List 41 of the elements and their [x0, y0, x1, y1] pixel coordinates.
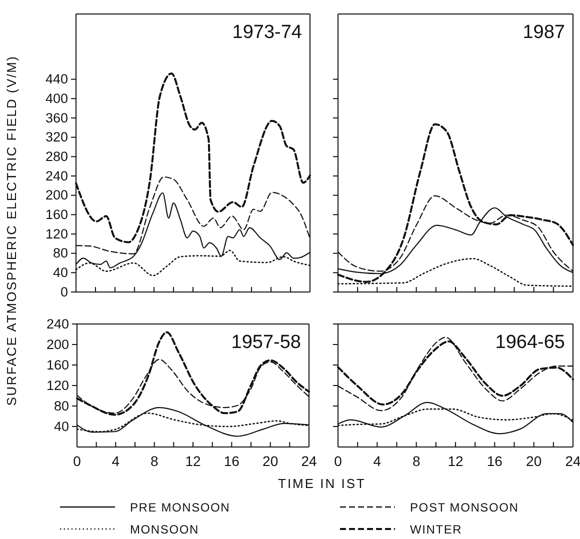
x-tick-label: 4 — [112, 452, 120, 469]
x-tick-label: 12 — [448, 452, 464, 469]
x-tick-label: 20 — [526, 452, 542, 469]
y-tick-label: 120 — [46, 378, 69, 393]
y-tick-label: 360 — [45, 110, 68, 126]
x-tick-label: 20 — [262, 452, 278, 469]
legend-label: WINTER — [410, 522, 462, 536]
y-tick-label: 280 — [45, 148, 68, 164]
y-tick-label: 400 — [45, 90, 68, 106]
y-tick-label: 440 — [45, 72, 68, 87]
y-tick-label: 0 — [60, 284, 68, 300]
legend-label: PRE MONSOON — [130, 500, 230, 514]
legend-label: POST MONSOON — [410, 500, 519, 514]
y-tick-label: 40 — [54, 418, 69, 434]
chart-title: 1957-58 — [231, 332, 301, 353]
y-tick-label: 320 — [45, 130, 68, 145]
x-tick-label: 4 — [373, 452, 382, 469]
y-axis-title: SURFACE ATMOSPHERIC ELECTRIC FIELD (V/M) — [4, 55, 19, 406]
y-tick-label: 240 — [46, 316, 69, 332]
y-tick-label: 120 — [45, 226, 68, 242]
x-tick-label: 8 — [412, 452, 420, 469]
y-tick-label: 160 — [45, 206, 68, 222]
chart-title: 1973-74 — [232, 22, 302, 43]
x-axis-title: TIME IN IST — [278, 476, 366, 491]
legend-label: MONSOON — [130, 522, 199, 536]
x-tick-label: 16 — [486, 452, 503, 469]
x-tick-label: 24 — [301, 452, 317, 469]
chart-title: 1987 — [522, 22, 565, 43]
x-tick-label: 12 — [185, 452, 201, 469]
y-tick-label: 200 — [45, 188, 68, 203]
x-tick-label: 16 — [224, 452, 240, 469]
y-tick-label: 200 — [46, 336, 69, 352]
y-tick-label: 160 — [46, 357, 69, 372]
y-tick-label: 80 — [52, 246, 68, 261]
y-tick-label: 80 — [54, 398, 69, 414]
x-tick-label: 0 — [73, 452, 82, 469]
y-tick-label: 240 — [45, 168, 68, 184]
chart-title: 1964-65 — [495, 332, 565, 353]
y-tick-label: 40 — [52, 264, 68, 280]
x-tick-label: 8 — [150, 452, 158, 469]
x-tick-label: 0 — [334, 452, 342, 469]
